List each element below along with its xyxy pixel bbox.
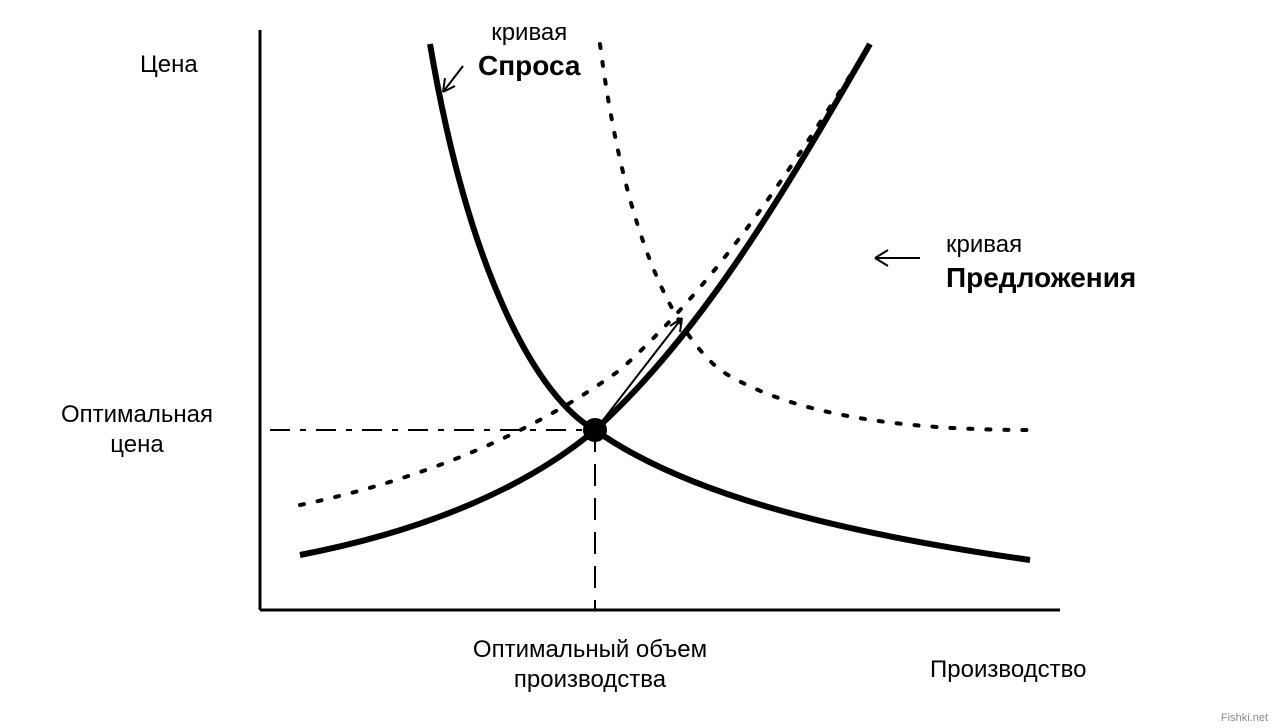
optimal-price-line1: Оптимальная <box>61 401 213 428</box>
shift-arrow <box>600 318 682 424</box>
optimal-price-line2: цена <box>110 431 163 458</box>
y-axis-label: Цена <box>140 50 198 80</box>
demand-label-line1: кривая <box>491 19 567 46</box>
supply-demand-chart: Цена Производство Оптимальная цена Оптим… <box>0 0 1276 728</box>
supply-label-line1: кривая <box>946 231 1022 258</box>
optimal-volume-line1: Оптимальный объем <box>473 636 707 663</box>
optimal-volume-line2: производства <box>514 666 666 693</box>
x-axis-label: Производство <box>930 655 1086 685</box>
demand-label-line2: Спроса <box>478 50 580 81</box>
supply-curve <box>300 44 870 555</box>
equilibrium-point <box>583 418 607 442</box>
watermark: Fishki.net <box>1221 712 1268 724</box>
supply-label: кривая Предложения <box>946 230 1136 295</box>
optimal-price-label: Оптимальная цена <box>32 400 242 460</box>
demand-label: кривая Спроса <box>478 18 580 83</box>
chart-svg <box>0 0 1276 728</box>
optimal-volume-label: Оптимальный объем производства <box>390 635 790 695</box>
supply-curve-shifted <box>300 60 860 505</box>
supply-label-line2: Предложения <box>946 262 1136 293</box>
